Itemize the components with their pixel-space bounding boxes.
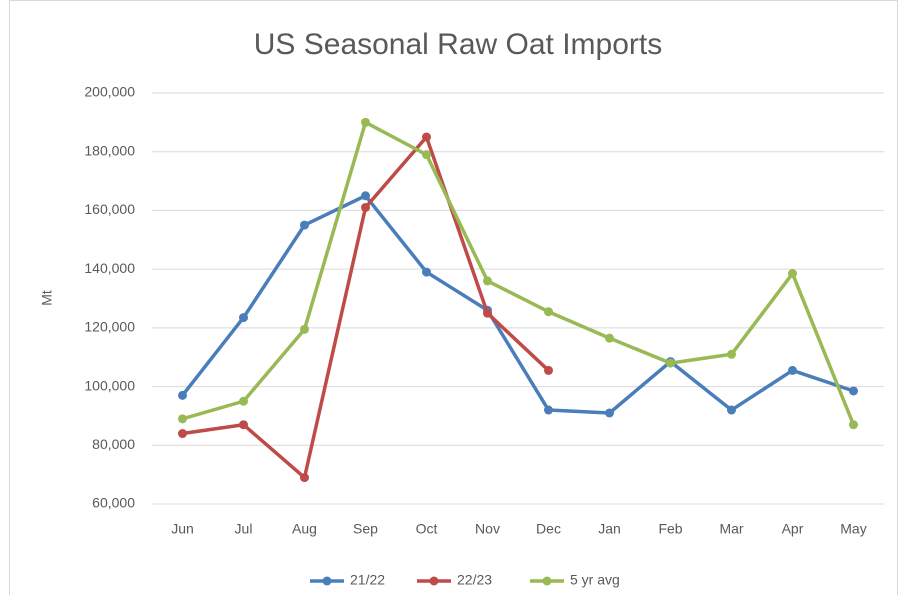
data-point (422, 132, 431, 142)
y-tick-label: 140,000 (84, 260, 135, 276)
data-point (727, 349, 736, 359)
data-point (727, 405, 736, 415)
legend-marker (322, 576, 332, 586)
data-point (239, 396, 248, 406)
series-line (181, 194, 855, 415)
x-tick-label: Sep (353, 521, 378, 537)
x-tick-label: Oct (416, 521, 438, 537)
data-point (239, 420, 248, 430)
x-tick-label: May (840, 521, 866, 537)
x-tick-label: Jul (235, 521, 253, 537)
data-point (178, 390, 187, 400)
data-point (788, 269, 797, 279)
x-tick-label: Dec (536, 521, 561, 537)
data-point (361, 202, 370, 212)
legend-label: 22/23 (457, 572, 492, 588)
legend-label: 21/22 (350, 572, 385, 588)
x-tick-label: Mar (719, 521, 743, 537)
data-point (849, 386, 858, 396)
legend-label: 5 yr avg (570, 572, 620, 588)
y-tick-label: 120,000 (84, 319, 135, 335)
y-tick-label: 160,000 (84, 201, 135, 217)
data-point (300, 473, 309, 483)
legend-marker (542, 576, 552, 586)
data-point (422, 267, 431, 277)
data-point (239, 313, 248, 323)
data-point (544, 365, 553, 375)
data-point (178, 414, 187, 424)
data-point (788, 365, 797, 375)
legend-marker (429, 576, 439, 586)
data-point (849, 420, 858, 430)
data-point (605, 408, 614, 418)
data-point (361, 191, 370, 201)
x-tick-label: Apr (782, 521, 804, 537)
data-point (605, 333, 614, 343)
x-tick-label: Nov (475, 521, 500, 537)
data-point (483, 308, 492, 318)
x-tick-label: Jan (598, 521, 621, 537)
y-tick-label: 100,000 (84, 377, 135, 393)
data-point (178, 429, 187, 439)
data-point (300, 220, 309, 230)
series-line (182, 120, 856, 426)
chart-title: US Seasonal Raw Oat Imports (254, 28, 663, 61)
data-point (422, 150, 431, 160)
chart-frame (9, 0, 898, 595)
data-point (483, 276, 492, 286)
data-point (544, 405, 553, 415)
x-tick-label: Feb (658, 521, 682, 537)
x-tick-label: Aug (292, 521, 317, 537)
y-axis-label: Mt (39, 290, 55, 306)
y-tick-label: 80,000 (92, 436, 135, 452)
data-point (361, 117, 370, 127)
data-point (544, 307, 553, 317)
data-point (666, 358, 675, 368)
y-tick-label: 180,000 (84, 142, 135, 158)
x-tick-label: Jun (171, 521, 194, 537)
y-tick-label: 200,000 (84, 84, 135, 100)
y-tick-label: 60,000 (92, 495, 135, 511)
data-point (300, 324, 309, 334)
